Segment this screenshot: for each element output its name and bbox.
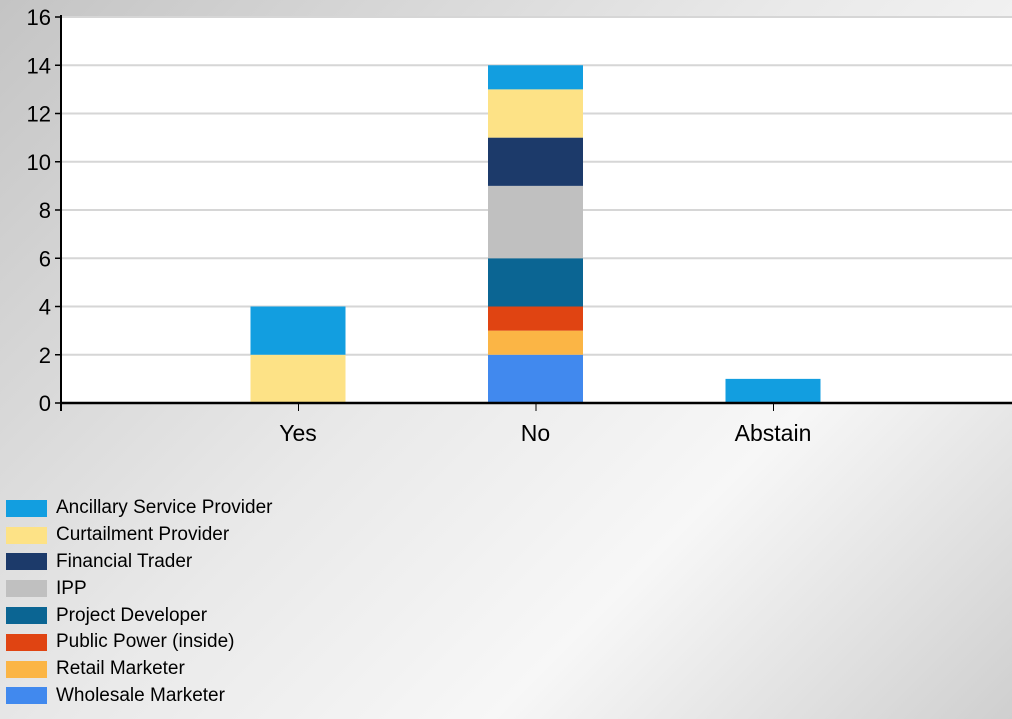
y-tick-label: 10 [27, 150, 51, 175]
legend-item: IPP [6, 575, 272, 602]
bar-segment-curtailment-provider-yes [250, 354, 346, 403]
legend-swatch [6, 553, 47, 571]
legend-item: Financial Trader [6, 549, 272, 576]
bar-segment-ancillary-service-provider-no [488, 65, 583, 90]
legend-swatch [6, 499, 47, 517]
legend-swatch [6, 607, 47, 625]
chart: 0 2 4 6 8 10 12 14 16 Yes No Abstain [27, 5, 1012, 446]
bar-segment-retail-marketer-no [488, 330, 583, 355]
axis-labels: 0 2 4 6 8 10 12 14 16 Yes No Abstain [27, 5, 812, 446]
legend-label: Project Developer [56, 604, 208, 626]
bar-segment-curtailment-provider-no [488, 89, 583, 138]
legend-label: Ancillary Service Provider [56, 497, 273, 519]
y-tick-label: 0 [39, 391, 51, 416]
bar-segment-ancillary-service-provider-abstain [725, 378, 821, 403]
bar-segment-public-power-inside-no [488, 306, 583, 331]
legend-label: Wholesale Marketer [56, 684, 225, 706]
legend-swatch [6, 687, 47, 705]
x-category-label: Abstain [735, 420, 812, 446]
legend-label: Public Power (inside) [56, 631, 235, 653]
bar-segment-ancillary-service-provider-yes [250, 306, 346, 355]
y-tick-label: 16 [27, 5, 51, 30]
y-tick-label: 4 [39, 295, 51, 320]
legend-label: IPP [56, 577, 87, 599]
y-tick-label: 2 [39, 343, 51, 368]
legend: Ancillary Service Provider Curtailment Pr… [6, 495, 272, 709]
x-category-label: No [521, 420, 550, 446]
y-tick-label: 8 [39, 198, 51, 223]
legend-label: Financial Trader [56, 550, 193, 572]
bars [250, 65, 821, 403]
x-category-label: Yes [279, 420, 317, 446]
legend-item: Ancillary Service Provider [6, 495, 272, 522]
y-tick-label: 14 [27, 53, 51, 78]
bar-segment-project-developer-no [488, 258, 583, 307]
legend-label: Curtailment Provider [56, 524, 230, 546]
axes [55, 15, 1012, 411]
legend-item: Public Power (inside) [6, 629, 272, 656]
bar-segment-financial-trader-no [488, 137, 583, 186]
legend-item: Curtailment Provider [6, 522, 272, 549]
y-tick-label: 6 [39, 246, 51, 271]
bar-segment-wholesale-marketer-no [488, 354, 583, 403]
legend-item: Wholesale Marketer [6, 683, 272, 710]
bar-segment-ipp-no [488, 185, 583, 259]
legend-swatch [6, 580, 47, 598]
legend-item: Project Developer [6, 602, 272, 629]
legend-swatch [6, 526, 47, 544]
legend-swatch [6, 660, 47, 678]
legend-label: Retail Marketer [56, 658, 185, 680]
legend-item: Retail Marketer [6, 656, 272, 683]
y-tick-label: 12 [27, 102, 51, 127]
legend-swatch [6, 633, 47, 651]
